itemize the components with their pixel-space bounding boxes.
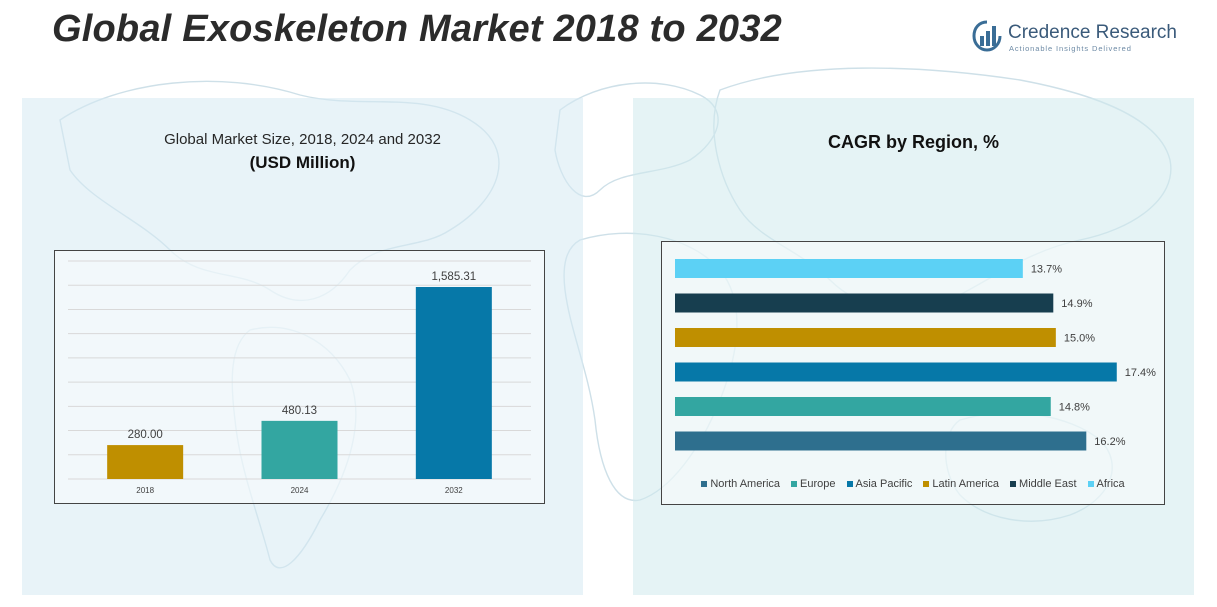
legend-item-asia-pacific: Asia Pacific [846,478,913,490]
cagr-chart-title: CAGR by Region, % [827,132,999,152]
legend-swatch [1087,481,1094,487]
cagr-chart-svg: 13.7% 14.9% 15.0% 17.4% 14.8% 16.2% [675,259,1156,451]
cagr-bar-europe [675,397,1051,416]
legend-item-north-america: North America [701,478,780,490]
cagr-bar-north-america [675,431,1087,451]
bar-value-label: 480.13 [282,405,317,417]
legend-item-latin-america: Latin America [923,478,999,490]
cagr-chart: 13.7% 14.9% 15.0% 17.4% 14.8% 16.2% North Ame… [661,241,1165,505]
bar-2024 [261,420,338,479]
legend-label: Africa [1096,478,1125,490]
x-tick-label: 2032 [445,486,463,495]
page-title: Global Exoskeleton Market 2018 to 2032 [52,8,782,50]
cagr-bar-middle-east [675,293,1054,313]
market-size-chart-svg: 280.00 2018 480.13 2024 1,585.31 2032 [68,260,531,495]
cagr-value-label: 14.8% [1059,402,1090,414]
legend-swatch [1010,481,1017,487]
cagr-value-label: 13.7% [1031,264,1062,276]
x-tick-label: 2024 [291,486,309,495]
bar-2032 [415,287,492,479]
legend-item-europe: Europe [791,478,836,490]
logo-name: Credence Research [1008,22,1177,43]
legend-label: Asia Pacific [855,478,913,490]
logo-tagline: Actionable Insights Delivered [1009,44,1132,53]
market-size-chart-title: Global Market Size, 2018, 2024 and 2032 [164,131,441,148]
cagr-value-label: 15.0% [1064,333,1095,345]
bar-value-label: 280.00 [128,429,163,441]
legend-swatch [701,481,708,487]
bar-chart-logo-icon [972,20,1002,52]
market-size-panel: Global Market Size, 2018, 2024 and 2032 … [22,98,583,595]
market-size-chart: 280.00 2018 480.13 2024 1,585.31 2032 [54,250,545,504]
legend-label: Middle East [1019,478,1077,490]
legend-swatch [923,481,930,487]
cagr-panel: CAGR by Region, % 13.7% 14.9% 15.0% 17.4% 14… [633,98,1194,595]
cagr-value-label: 16.2% [1094,436,1125,448]
legend-swatch [846,481,853,487]
legend-label: Europe [800,478,836,490]
x-tick-label: 2018 [136,486,154,495]
legend-label: North America [710,478,781,490]
legend-item-africa: Africa [1087,478,1125,490]
cagr-bar-africa [675,259,1023,278]
market-size-unit: (USD Million) [249,153,356,172]
cagr-value-label: 14.9% [1061,298,1092,310]
cagr-value-label: 17.4% [1125,367,1156,379]
bar-2018 [107,445,184,479]
legend-label: Latin America [932,478,1000,490]
cagr-bar-asia-pacific [675,362,1117,382]
legend-swatch [791,481,798,487]
cagr-bar-latin-america [675,328,1056,347]
bar-value-label: 1,585.31 [431,271,476,283]
cagr-legend: North America Europe Asia Pacific Latin Ame… [662,478,1164,490]
legend-item-middle-east: Middle East [1010,478,1077,490]
